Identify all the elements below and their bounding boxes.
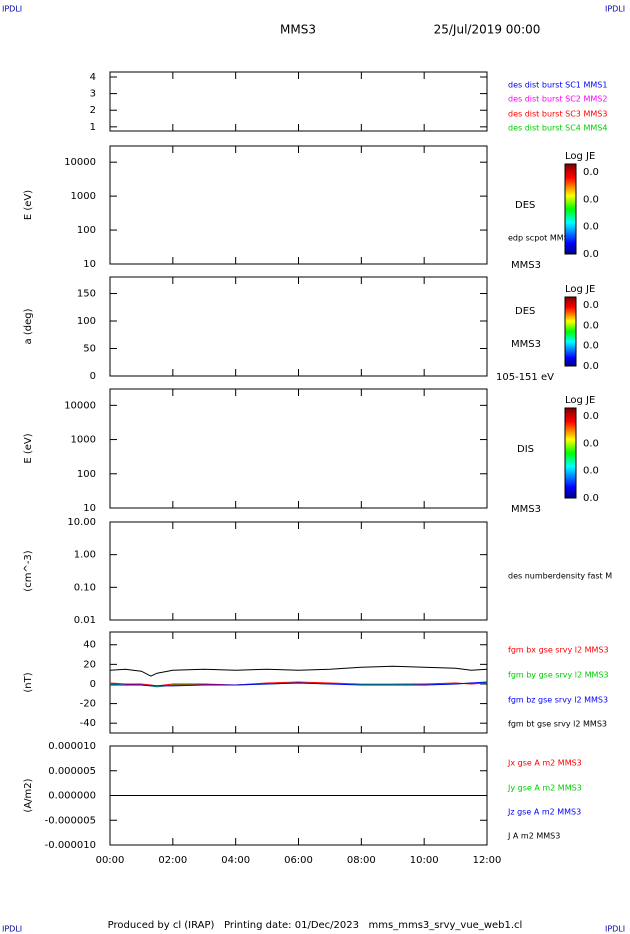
y-tick-label: 0.01 — [74, 615, 96, 626]
colorbar-tick-label: 0.0 — [583, 341, 599, 352]
x-tick-label: 00:00 — [96, 855, 125, 866]
colorbar-tick-label: 0.0 — [583, 361, 599, 372]
corner-label: IPDLI — [2, 925, 22, 934]
x-tick-label: 12:00 — [473, 855, 502, 866]
legend-entry: fgm by gse srvy l2 MMS3 — [508, 671, 609, 680]
colorbar-tick-label: 0.0 — [583, 222, 599, 233]
series-line — [109, 681, 488, 687]
x-tick-label: 02:00 — [158, 855, 187, 866]
date: 25/Jul/2019 00:00 — [434, 23, 541, 37]
panel-label: DIS — [517, 444, 534, 455]
legend-entry: Jy gse A m2 MMS3 — [507, 784, 582, 793]
colorbar-tick-label: 0.0 — [583, 493, 599, 504]
y-tick-label: 0.000010 — [48, 741, 96, 752]
panel-label: DES — [515, 200, 535, 211]
panel-label: DES — [515, 306, 535, 317]
y-tick-label: 50 — [83, 344, 96, 355]
y-axis-label: a (deg) — [23, 308, 34, 344]
y-tick-label: -0.000005 — [45, 815, 96, 826]
y-tick-label: 0.10 — [74, 582, 96, 593]
panel-label: edp scpot MMS3 — [508, 234, 574, 243]
legend-entry: des dist burst SC3 MMS3 — [508, 110, 607, 119]
x-tick-label: 10:00 — [410, 855, 439, 866]
legend-entry: des dist burst SC2 MMS2 — [508, 95, 607, 104]
y-tick-label: 10 — [83, 503, 96, 514]
panel-label: 105-151 eV — [496, 372, 554, 383]
corner-label: IPDLI — [2, 5, 22, 14]
y-axis-label: E (eV) — [23, 190, 34, 220]
colorbar-tick-label: 0.0 — [583, 411, 599, 422]
y-tick-label: 10 — [83, 259, 96, 270]
colorbar-tick-label: 0.0 — [583, 194, 599, 205]
y-tick-label: 1 — [90, 122, 96, 133]
y-tick-label: 40 — [83, 640, 96, 651]
y-tick-label: 0 — [90, 679, 96, 690]
colorbar-title: Log JE — [565, 395, 595, 406]
series-line — [109, 665, 488, 677]
colorbar-title: Log JE — [565, 284, 595, 295]
x-tick-label: 08:00 — [347, 855, 376, 866]
y-tick-label: 0 — [90, 371, 96, 382]
legend-entry: des dist burst SC1 MMS1 — [508, 81, 607, 90]
y-axis-label: (nT) — [23, 672, 34, 692]
colorbar-tick-label: 0.0 — [583, 249, 599, 260]
legend-entry: Jx gse A m2 MMS3 — [507, 759, 582, 768]
x-tick-label: 06:00 — [284, 855, 313, 866]
y-tick-label: 100 — [77, 469, 96, 480]
colorbar — [564, 407, 577, 499]
legend-entry: fgm bx gse srvy l2 MMS3 — [508, 646, 609, 655]
legend-entry: fgm bt gse srvy l2 MMS3 — [508, 720, 607, 729]
y-tick-label: 4 — [90, 72, 96, 83]
y-tick-label: 100 — [77, 225, 96, 236]
panel-frame — [109, 276, 488, 377]
colorbar-tick-label: 0.0 — [583, 300, 599, 311]
y-tick-label: 3 — [90, 89, 96, 100]
y-tick-label: 0.000005 — [48, 766, 96, 777]
y-tick-label: 20 — [83, 659, 96, 670]
colorbar-tick-label: 0.0 — [583, 167, 599, 178]
series-line — [110, 681, 488, 687]
panel-frame — [109, 521, 488, 621]
y-tick-label: -0.000010 — [45, 840, 96, 851]
y-tick-label: 10000 — [64, 400, 96, 411]
y-tick-label: 2 — [90, 105, 96, 116]
colorbar-title: Log JE — [565, 151, 595, 162]
y-axis-label: (cm^-3) — [23, 550, 34, 591]
panel-frame — [109, 145, 488, 265]
y-tick-label: 10.00 — [67, 517, 96, 528]
legend-entry: fgm bz gse srvy l2 MMS3 — [508, 696, 608, 705]
legend-entry: des dist burst SC4 MMS4 — [508, 124, 607, 133]
colorbar-tick-label: 0.0 — [583, 466, 599, 477]
panel-label: MMS3 — [511, 339, 541, 350]
footer: Produced by cl (IRAP) Printing date: 01/… — [108, 920, 523, 931]
y-tick-label: 1.00 — [74, 550, 96, 561]
y-tick-label: 1000 — [71, 191, 96, 202]
y-tick-label: -20 — [80, 699, 96, 710]
legend-entry: J A m2 MMS3 — [507, 832, 560, 841]
panel-label: MMS3 — [511, 260, 541, 271]
colorbar — [564, 296, 577, 367]
y-tick-label: 0.000000 — [48, 791, 96, 802]
colorbar — [564, 163, 577, 255]
panel-frame — [109, 388, 488, 509]
y-tick-label: 10000 — [64, 157, 96, 168]
colorbar-tick-label: 0.0 — [583, 320, 599, 331]
panel-label: des numberdensity fast M — [508, 572, 612, 581]
y-tick-label: 1000 — [71, 435, 96, 446]
y-tick-label: 150 — [77, 289, 96, 300]
panel-frame — [109, 71, 488, 132]
legend-entry: Jz gse A m2 MMS3 — [507, 808, 581, 817]
panel-label: MMS3 — [511, 504, 541, 515]
y-tick-label: -40 — [80, 718, 96, 729]
title: MMS3 — [280, 23, 316, 37]
y-tick-label: 100 — [77, 316, 96, 327]
colorbar-tick-label: 0.0 — [583, 438, 599, 449]
y-axis-label: E (eV) — [23, 433, 34, 463]
y-axis-label: (A/m2) — [23, 778, 34, 812]
corner-label: IPDLI — [605, 5, 625, 14]
x-tick-label: 04:00 — [221, 855, 250, 866]
corner-label: IPDLI — [605, 925, 625, 934]
